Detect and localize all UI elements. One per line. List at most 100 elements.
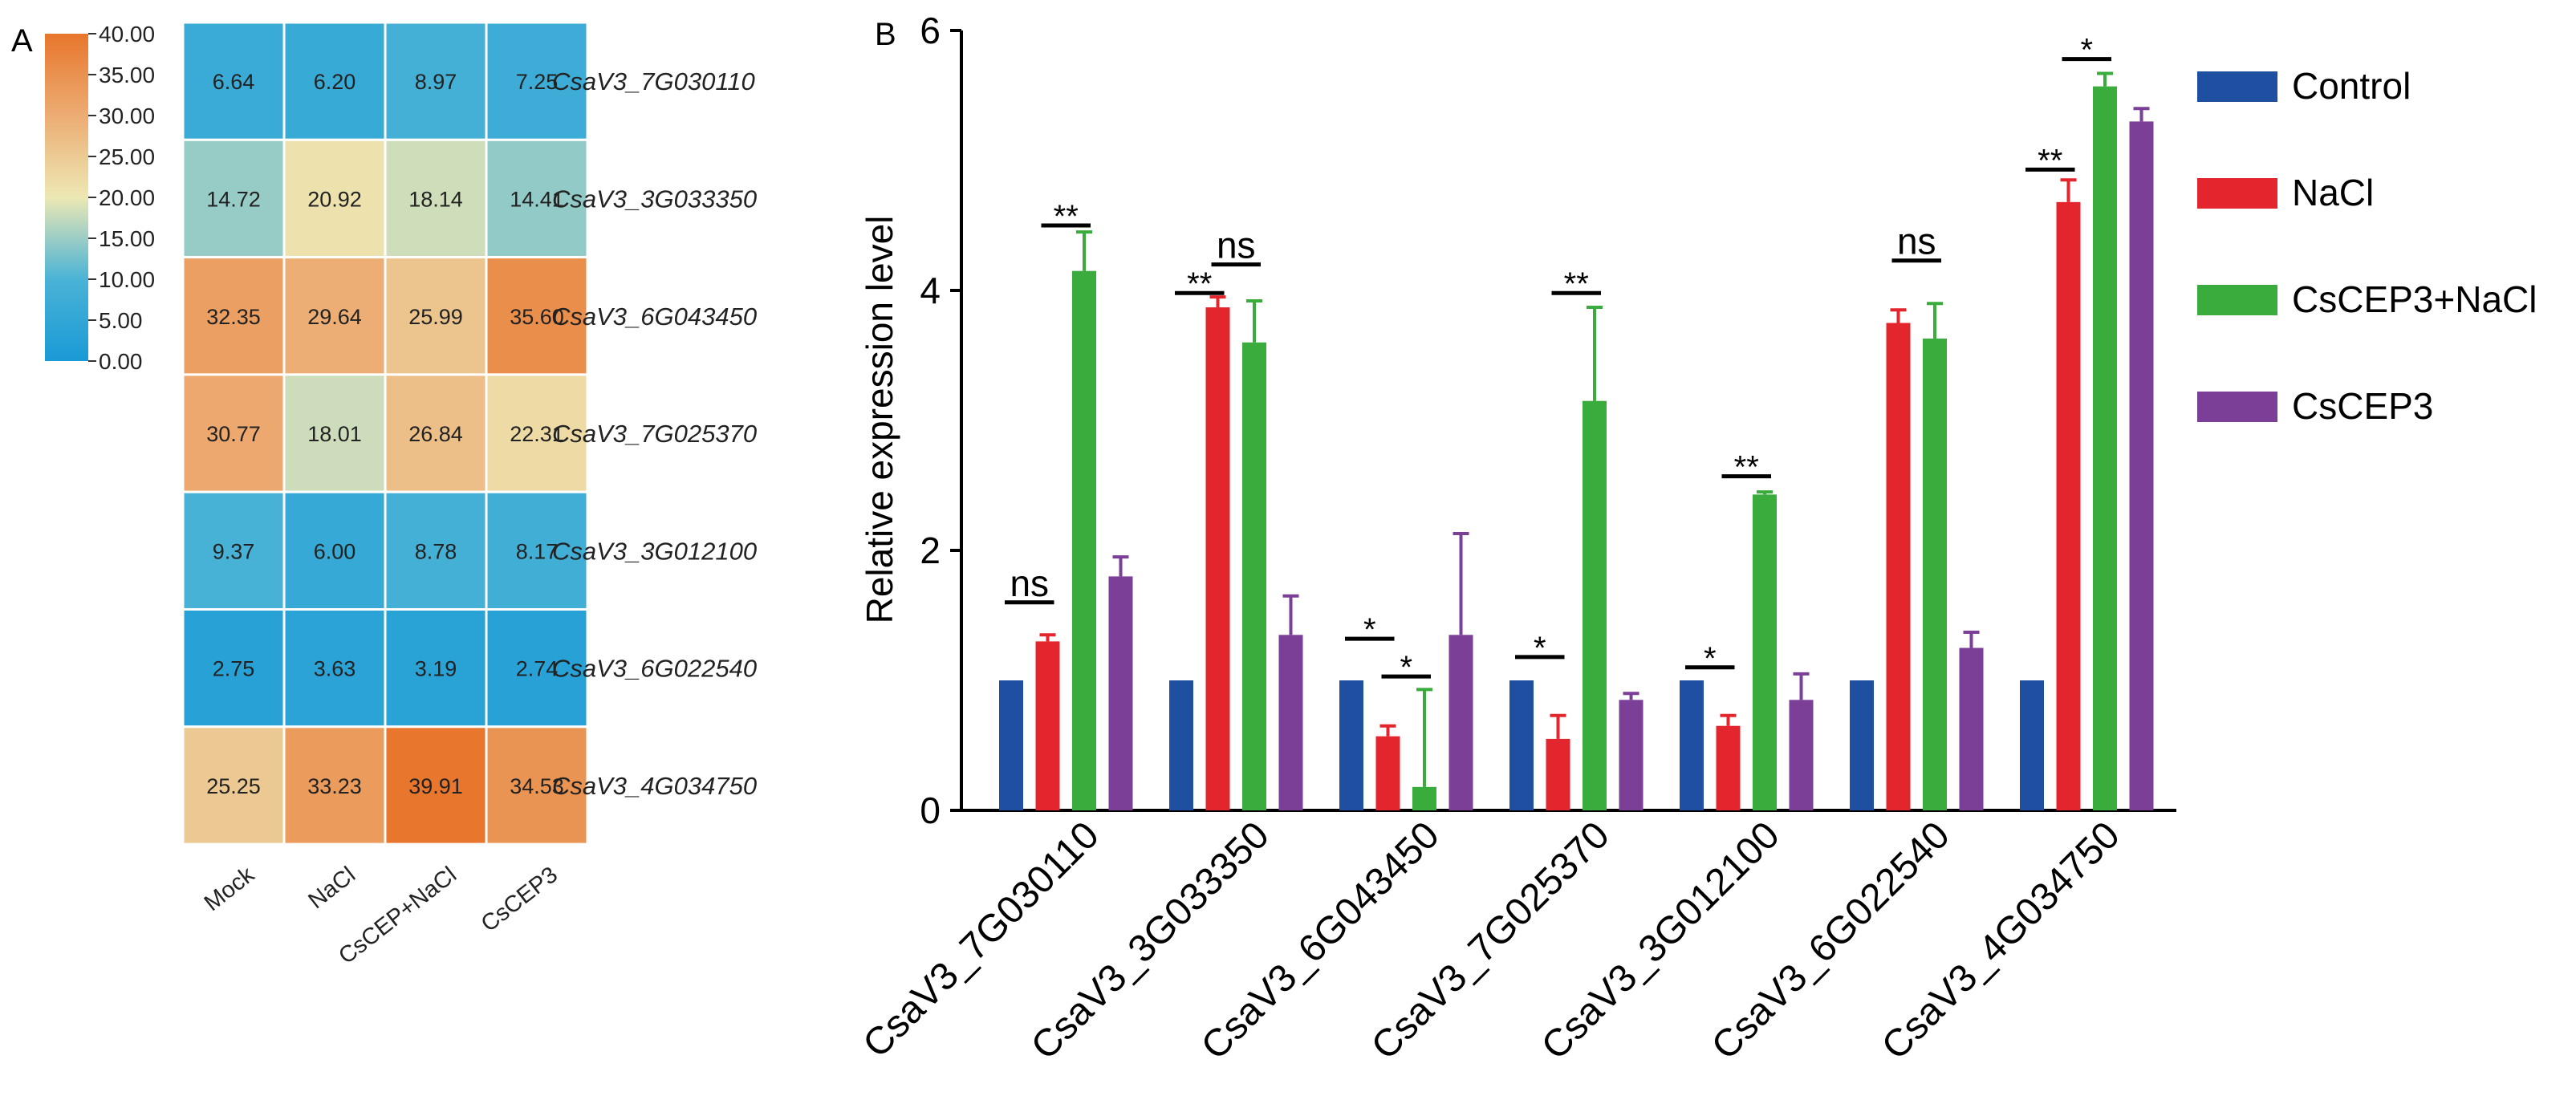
- bar: [999, 680, 1023, 810]
- heatmap-cell: [282, 373, 387, 493]
- bar: [1375, 736, 1400, 810]
- heatmap-cell-value: 34.53: [510, 774, 564, 798]
- heatmap-cell: [181, 490, 286, 611]
- legend-swatch: [2197, 178, 2277, 209]
- heatmap-cell-value: 14.41: [510, 187, 564, 211]
- significance-annotations: ns****ns********ns***: [1005, 33, 2111, 685]
- heatmap-cell-value: 33.23: [307, 774, 362, 798]
- legend: Control NaCl CsCEP3+NaCl CsCEP3: [2197, 65, 2537, 427]
- heatmap-cell-value: 32.35: [206, 305, 261, 329]
- heatmap-cell-value: 8.17: [516, 539, 559, 563]
- significance-label: ns: [1217, 225, 1256, 266]
- heatmap-cell: [485, 138, 589, 259]
- bar: [1035, 641, 1060, 810]
- heatmap-cells: 6.64 6.20 8.97 7.25 14.72 20.92 18.14 14.41 32.3…: [181, 21, 589, 846]
- heatmap-cell-value: 14.72: [206, 187, 261, 211]
- bar: [1923, 338, 1947, 810]
- panel-label-a: A: [11, 23, 33, 59]
- legend-swatch: [2197, 285, 2277, 315]
- heatmap-cell: [384, 138, 488, 259]
- colorbar: [45, 34, 88, 361]
- bar: [1448, 635, 1473, 810]
- legend-swatch: [2197, 71, 2277, 102]
- heatmap-cell-value: 25.25: [206, 774, 261, 798]
- bar: [1169, 680, 1193, 810]
- significance-label: *: [1704, 641, 1717, 676]
- heatmap-cell-value: 25.99: [408, 305, 463, 329]
- legend-label: CsCEP3+NaCl: [2292, 278, 2537, 320]
- bar: [2056, 201, 2081, 811]
- heatmap-cell-value: 3.63: [314, 657, 356, 681]
- heatmap-row-label: CsaV3_6G043450: [552, 302, 757, 331]
- heatmap-cell-value: 8.97: [415, 70, 457, 94]
- y-tick-label: 2: [920, 530, 941, 571]
- heatmap-cell-value: 2.74: [516, 657, 559, 681]
- colorbar-tick-label: 0.00: [99, 349, 143, 374]
- colorbar-tick-label: 20.00: [99, 185, 155, 210]
- heatmap-cell: [485, 373, 589, 493]
- heatmap-row-label: CsaV3_6G022540: [552, 655, 757, 683]
- bar: [1583, 400, 1607, 810]
- bar-chart-axes: 0 2 4 6 Relative expression level: [859, 10, 2176, 831]
- heatmap-cell: [485, 256, 589, 376]
- heatmap-cell-value: 26.84: [408, 422, 463, 446]
- heatmap-cell: [282, 725, 387, 846]
- heatmap-panel: A 40.00 35.00 30.00 25.00 20.00 15.00 10.00 5.0…: [11, 21, 757, 969]
- bar: [1680, 680, 1704, 810]
- significance-label: **: [2038, 143, 2062, 178]
- heatmap-cell-value: 8.78: [415, 539, 457, 563]
- bar: [1242, 342, 1266, 810]
- heatmap-cell: [485, 490, 589, 611]
- significance-label: ns: [1010, 562, 1049, 604]
- y-tick-label: 0: [920, 790, 941, 831]
- heatmap-cell: [485, 725, 589, 846]
- y-tick-label: 6: [920, 10, 941, 51]
- bar: [1278, 635, 1303, 810]
- bar: [1886, 323, 1911, 810]
- bar: [1339, 680, 1363, 810]
- heatmap-row-labels: CsaV3_7G030110 CsaV3_3G033350 CsaV3_6G0434…: [552, 67, 757, 800]
- bar: [1850, 680, 1874, 810]
- heatmap-column-label: CsCEP3: [477, 862, 563, 937]
- colorbar-tick-label: 25.00: [99, 144, 155, 169]
- significance-label: *: [1363, 612, 1376, 647]
- bar: [1412, 786, 1436, 810]
- colorbar-tick-label: 35.00: [99, 63, 155, 87]
- heatmap-cell: [384, 725, 488, 846]
- y-tick-label: 4: [920, 270, 941, 311]
- heatmap-cell: [181, 608, 286, 729]
- heatmap-cell-value: 29.64: [307, 305, 362, 329]
- heatmap-row-label: CsaV3_3G012100: [552, 537, 757, 565]
- bar-chart-x-labels: CsaV3_7G030110CsaV3_3G033350CsaV3_6G0434…: [855, 814, 2128, 1068]
- heatmap-cell-value: 30.77: [206, 422, 261, 446]
- heatmap-cell-value: 18.14: [408, 187, 463, 211]
- bar: [1959, 647, 1984, 810]
- legend-label: NaCl: [2292, 172, 2374, 213]
- heatmap-cell: [181, 373, 286, 493]
- heatmap-column-label: Mock: [200, 862, 260, 916]
- heatmap-cell-value: 3.19: [415, 657, 457, 681]
- bar: [2020, 680, 2044, 810]
- significance-label: *: [2080, 33, 2093, 68]
- colorbar-ticks: 40.00 35.00 30.00 25.00 20.00 15.00 10.00 5.00 0…: [88, 22, 155, 374]
- bar: [2129, 121, 2154, 810]
- panel-label-b: B: [875, 17, 896, 52]
- colorbar-tick-label: 30.00: [99, 104, 155, 128]
- legend-label: CsCEP3: [2292, 385, 2433, 427]
- bar: [1619, 700, 1644, 810]
- significance-label: **: [1054, 199, 1079, 234]
- heatmap-cell-value: 22.31: [510, 422, 564, 446]
- y-axis-title: Relative expression level: [859, 216, 900, 624]
- heatmap-cell: [384, 373, 488, 493]
- bar: [1205, 307, 1230, 810]
- bar: [1108, 576, 1133, 810]
- heatmap-cell-value: 7.25: [516, 70, 559, 94]
- bar-chart-bars: [999, 71, 2154, 811]
- bar: [1753, 494, 1777, 810]
- heatmap-cell-value: 6.20: [314, 70, 356, 94]
- heatmap-column-label: NaCl: [304, 862, 361, 914]
- significance-label: **: [1187, 266, 1212, 302]
- heatmap-row-label: CsaV3_7G030110: [552, 67, 755, 95]
